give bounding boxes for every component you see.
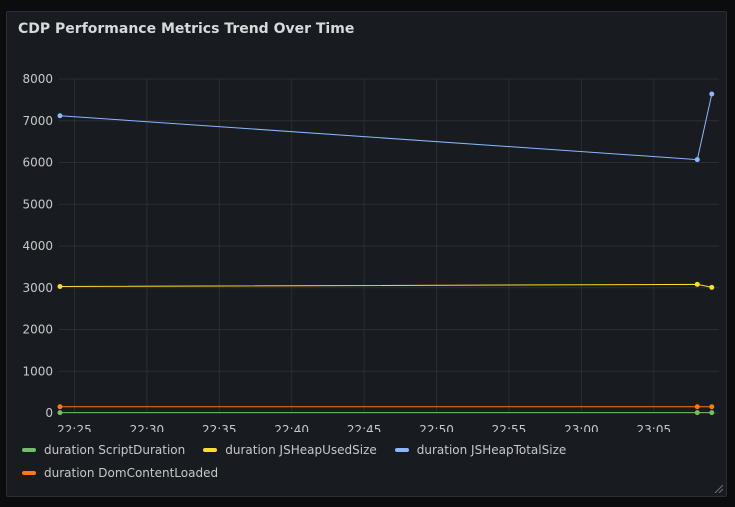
x-tick-label: 22:50 xyxy=(419,423,454,432)
legend-label: duration JSHeapUsedSize xyxy=(225,443,377,457)
x-tick-label: 22:30 xyxy=(130,423,165,432)
series-line-3 xyxy=(59,93,713,161)
chart-panel: CDP Performance Metrics Trend Over Time … xyxy=(6,11,727,497)
legend-label: duration JSHeapTotalSize xyxy=(416,443,567,457)
data-point xyxy=(709,404,715,410)
y-tick-label: 0 xyxy=(45,406,53,420)
data-point xyxy=(57,283,63,289)
x-tick-label: 22:35 xyxy=(202,423,237,432)
x-tick-label: 22:55 xyxy=(492,423,527,432)
x-tick-label: 22:25 xyxy=(57,423,92,432)
legend-label: duration DomContentLoaded xyxy=(44,466,219,480)
data-point xyxy=(57,410,63,416)
resize-handle-icon[interactable] xyxy=(713,483,723,493)
data-point xyxy=(709,91,715,97)
data-point xyxy=(57,113,63,119)
data-point xyxy=(709,284,715,290)
line-chart: 0 1000 2000 3000 4000 5000 6000 7000 8000 22:25 22… xyxy=(22,72,719,432)
x-tick-label: 22:40 xyxy=(274,423,309,432)
data-point xyxy=(694,404,700,410)
legend-item-3[interactable]: duration JSHeapTotalSize xyxy=(394,442,567,458)
data-point xyxy=(694,157,700,163)
y-tick-label: 2000 xyxy=(22,323,53,337)
legend-item-4[interactable]: duration DomContentLoaded xyxy=(22,465,218,481)
panel-title: CDP Performance Metrics Trend Over Time xyxy=(18,21,355,37)
y-tick-label: 6000 xyxy=(22,156,53,170)
x-tick-label: 23:05 xyxy=(637,423,672,432)
legend-item-2[interactable]: duration JSHeapUsedSize xyxy=(203,442,377,458)
legend-swatch xyxy=(22,471,36,475)
legend-swatch xyxy=(203,448,218,452)
data-point xyxy=(709,410,715,416)
y-tick-label: 8000 xyxy=(22,72,53,86)
y-tick-label: 5000 xyxy=(22,197,53,211)
legend-item-1[interactable]: duration ScriptDuration xyxy=(22,442,185,458)
y-tick-label: 7000 xyxy=(22,114,53,128)
data-point xyxy=(694,281,700,287)
y-tick-label: 3000 xyxy=(22,281,53,295)
data-point xyxy=(57,404,63,410)
data-point xyxy=(694,410,700,416)
series-line-2 xyxy=(59,283,712,288)
legend-swatch xyxy=(22,448,36,452)
y-tick-label: 4000 xyxy=(22,239,53,253)
legend-label: duration ScriptDuration xyxy=(44,443,186,457)
legend-swatch xyxy=(394,448,409,452)
y-tick-label: 1000 xyxy=(22,364,53,378)
legend: duration ScriptDuration duration JSHeapUs… xyxy=(22,442,722,481)
x-tick-label: 23:00 xyxy=(564,423,599,432)
x-tick-label: 22:45 xyxy=(347,423,382,432)
